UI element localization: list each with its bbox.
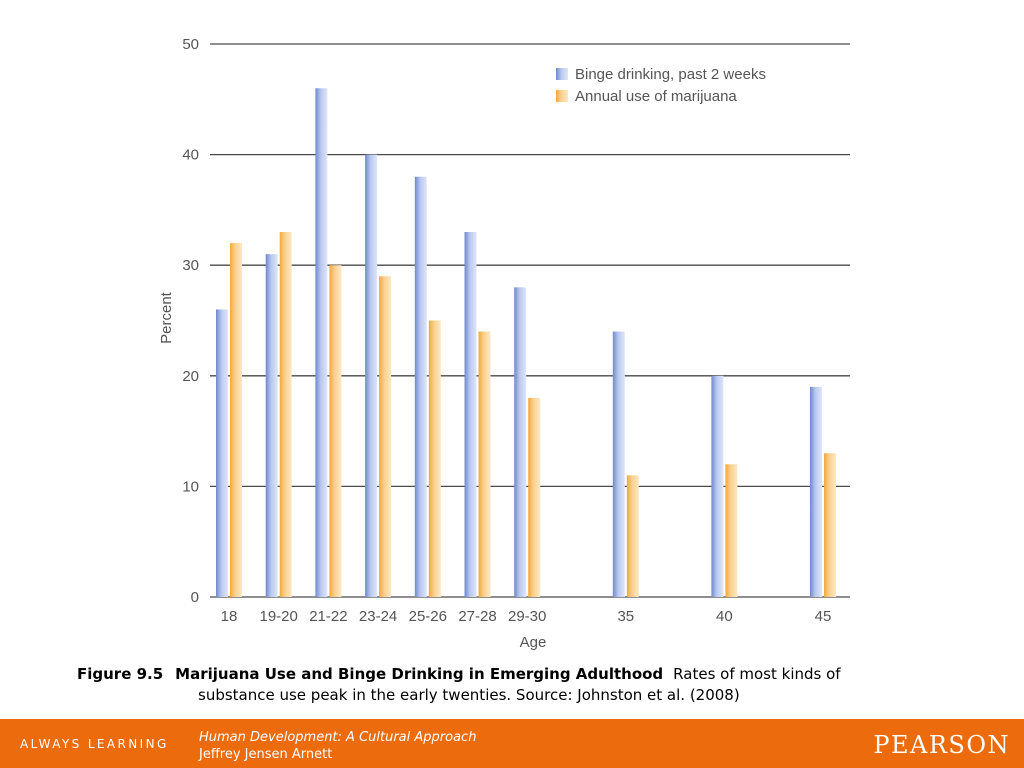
- bar-marijuana-29-30: [528, 397, 541, 597]
- legend: Binge drinking, past 2 weeks Annual use …: [556, 66, 766, 105]
- legend-label-binge: Binge drinking, past 2 weeks: [575, 66, 766, 83]
- bar-binge-23-24: [365, 154, 378, 597]
- footer-bar: ALWAYS LEARNING Human Development: A Cul…: [0, 719, 1024, 768]
- bar-binge-25-26: [414, 176, 427, 597]
- y-tick-label: 50: [182, 36, 199, 53]
- caption-text-1: Rates of most kinds of: [673, 665, 841, 683]
- x-axis-title: Age: [520, 634, 547, 651]
- bar-marijuana-23-24: [379, 276, 392, 597]
- caption-line-1: Figure 9.5 Marijuana Use and Binge Drinki…: [77, 664, 841, 685]
- x-tick-label: 35: [617, 608, 634, 625]
- figure-title: Marijuana Use and Binge Drinking in Emer…: [175, 665, 664, 683]
- bar-binge-19-20: [265, 254, 278, 597]
- bar-binge-21-22: [315, 88, 328, 598]
- footer-tagline: ALWAYS LEARNING: [20, 737, 169, 751]
- x-tick-label: 23-24: [359, 608, 397, 625]
- bar-marijuana-18: [230, 243, 242, 597]
- bar-binge-45: [810, 386, 822, 597]
- y-tick-label: 10: [182, 478, 199, 495]
- book-credit: Human Development: A Cultural Approach J…: [199, 729, 476, 763]
- x-tick-label: 25-26: [409, 608, 447, 625]
- y-tick-labels: 0 10 20 30 40 50: [182, 36, 199, 606]
- caption-line-2: substance use peak in the early twenties…: [198, 686, 740, 704]
- x-tick-label: 19-20: [260, 608, 298, 625]
- bar-chart: 0 10 20 30 40 50 18 19-20 21-22 23-24 25-26 27-28 2…: [158, 36, 850, 651]
- bar-marijuana-21-22: [329, 265, 342, 597]
- x-tick-label: 40: [716, 608, 733, 625]
- bar-marijuana-19-20: [279, 232, 292, 597]
- bar-marijuana-40: [725, 464, 738, 597]
- figure-label: Figure 9.5: [77, 665, 164, 683]
- x-tick-labels: 18 19-20 21-22 23-24 25-26 27-28 29-30 35 40 45: [221, 608, 832, 625]
- bar-binge-27-28: [464, 232, 477, 597]
- y-tick-label: 0: [191, 589, 199, 606]
- bar-marijuana-27-28: [478, 331, 491, 597]
- bars: [216, 88, 836, 598]
- legend-swatch-marijuana: [556, 90, 568, 102]
- bar-binge-40: [711, 375, 724, 597]
- bar-binge-18: [216, 309, 228, 597]
- bar-binge-29-30: [514, 287, 527, 597]
- bar-marijuana-25-26: [428, 320, 441, 597]
- bar-binge-35: [612, 331, 625, 597]
- legend-label-marijuana: Annual use of marijuana: [575, 88, 737, 105]
- legend-swatch-binge: [556, 68, 568, 80]
- bar-marijuana-35: [626, 475, 639, 597]
- y-axis-title: Percent: [158, 291, 175, 344]
- x-tick-label: 45: [815, 608, 832, 625]
- x-tick-label: 18: [221, 608, 238, 625]
- pearson-logo: PEARSON: [873, 731, 1010, 759]
- y-tick-label: 20: [182, 368, 199, 385]
- book-author: Jeffrey Jensen Arnett: [199, 747, 333, 762]
- x-tick-label: 29-30: [508, 608, 546, 625]
- y-tick-label: 30: [182, 257, 199, 274]
- book-title: Human Development: A Cultural Approach: [199, 730, 477, 745]
- y-tick-label: 40: [182, 147, 199, 164]
- bar-marijuana-45: [824, 453, 836, 597]
- x-tick-label: 21-22: [309, 608, 347, 625]
- x-tick-label: 27-28: [458, 608, 496, 625]
